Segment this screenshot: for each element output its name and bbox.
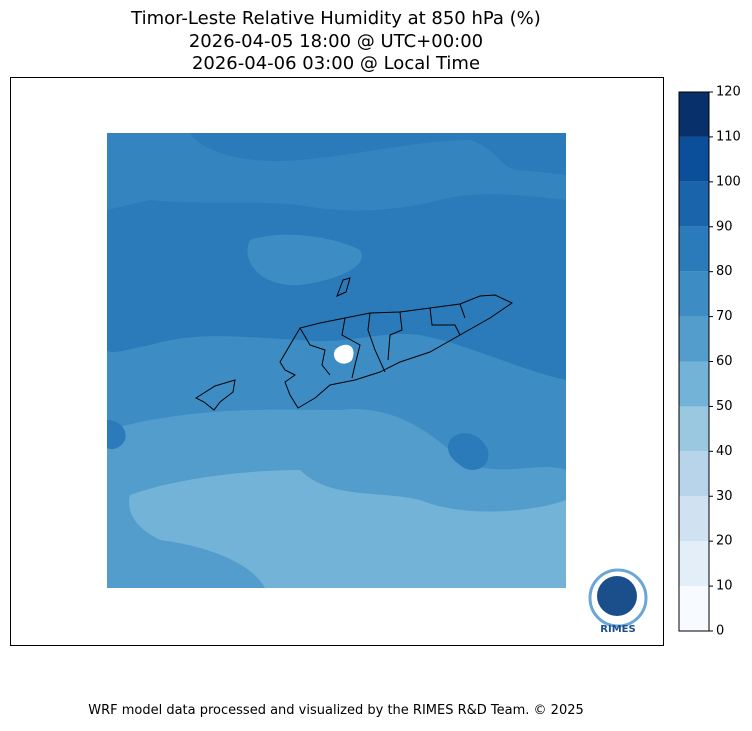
colorbar-band (679, 137, 709, 182)
colorbar-tick-label: 120 (716, 85, 741, 100)
colorbar-tick-label: 0 (716, 624, 724, 639)
colorbar-band (679, 182, 709, 227)
colorbar-tick-label: 80 (716, 264, 733, 279)
colorbar-tick-label: 110 (716, 129, 741, 144)
humidity-field (107, 133, 566, 588)
colorbar-band (679, 541, 709, 586)
colorbar-tick-label: 70 (716, 309, 733, 324)
colorbar-band (679, 227, 709, 272)
page: Timor-Leste Relative Humidity at 850 hPa… (0, 0, 752, 727)
colorbar: 0 10 20 30 40 50 60 70 80 90 100 110 120 (679, 85, 741, 639)
colorbar-band (679, 451, 709, 496)
colorbar-band (679, 272, 709, 317)
colorbar-tick-label: 50 (716, 399, 733, 414)
colorbar-tick-label: 100 (716, 174, 741, 189)
title-line: 2026-04-06 03:00 @ Local Time (192, 53, 480, 74)
colorbar-band (679, 317, 709, 362)
footer: WRF model data processed and visualized … (88, 703, 584, 718)
colorbar-tick-label: 90 (716, 219, 733, 234)
colorbar-band (679, 92, 709, 137)
colorbar-band (679, 362, 709, 407)
colorbar-tick-label: 10 (716, 579, 733, 594)
title-line: 2026-04-05 18:00 @ UTC+00:00 (189, 31, 483, 52)
colorbar-tick-label: 60 (716, 354, 733, 369)
colorbar-tick-label: 30 (716, 489, 733, 504)
colorbar-tick-label: 20 (716, 534, 733, 549)
colorbar-band (679, 406, 709, 451)
title-line: Timor-Leste Relative Humidity at 850 hPa… (130, 8, 541, 29)
colorbar-tick-label: 40 (716, 444, 733, 459)
colorbar-band (679, 586, 709, 631)
colorbar-band (679, 496, 709, 541)
logo-text: RIMES (600, 624, 635, 635)
